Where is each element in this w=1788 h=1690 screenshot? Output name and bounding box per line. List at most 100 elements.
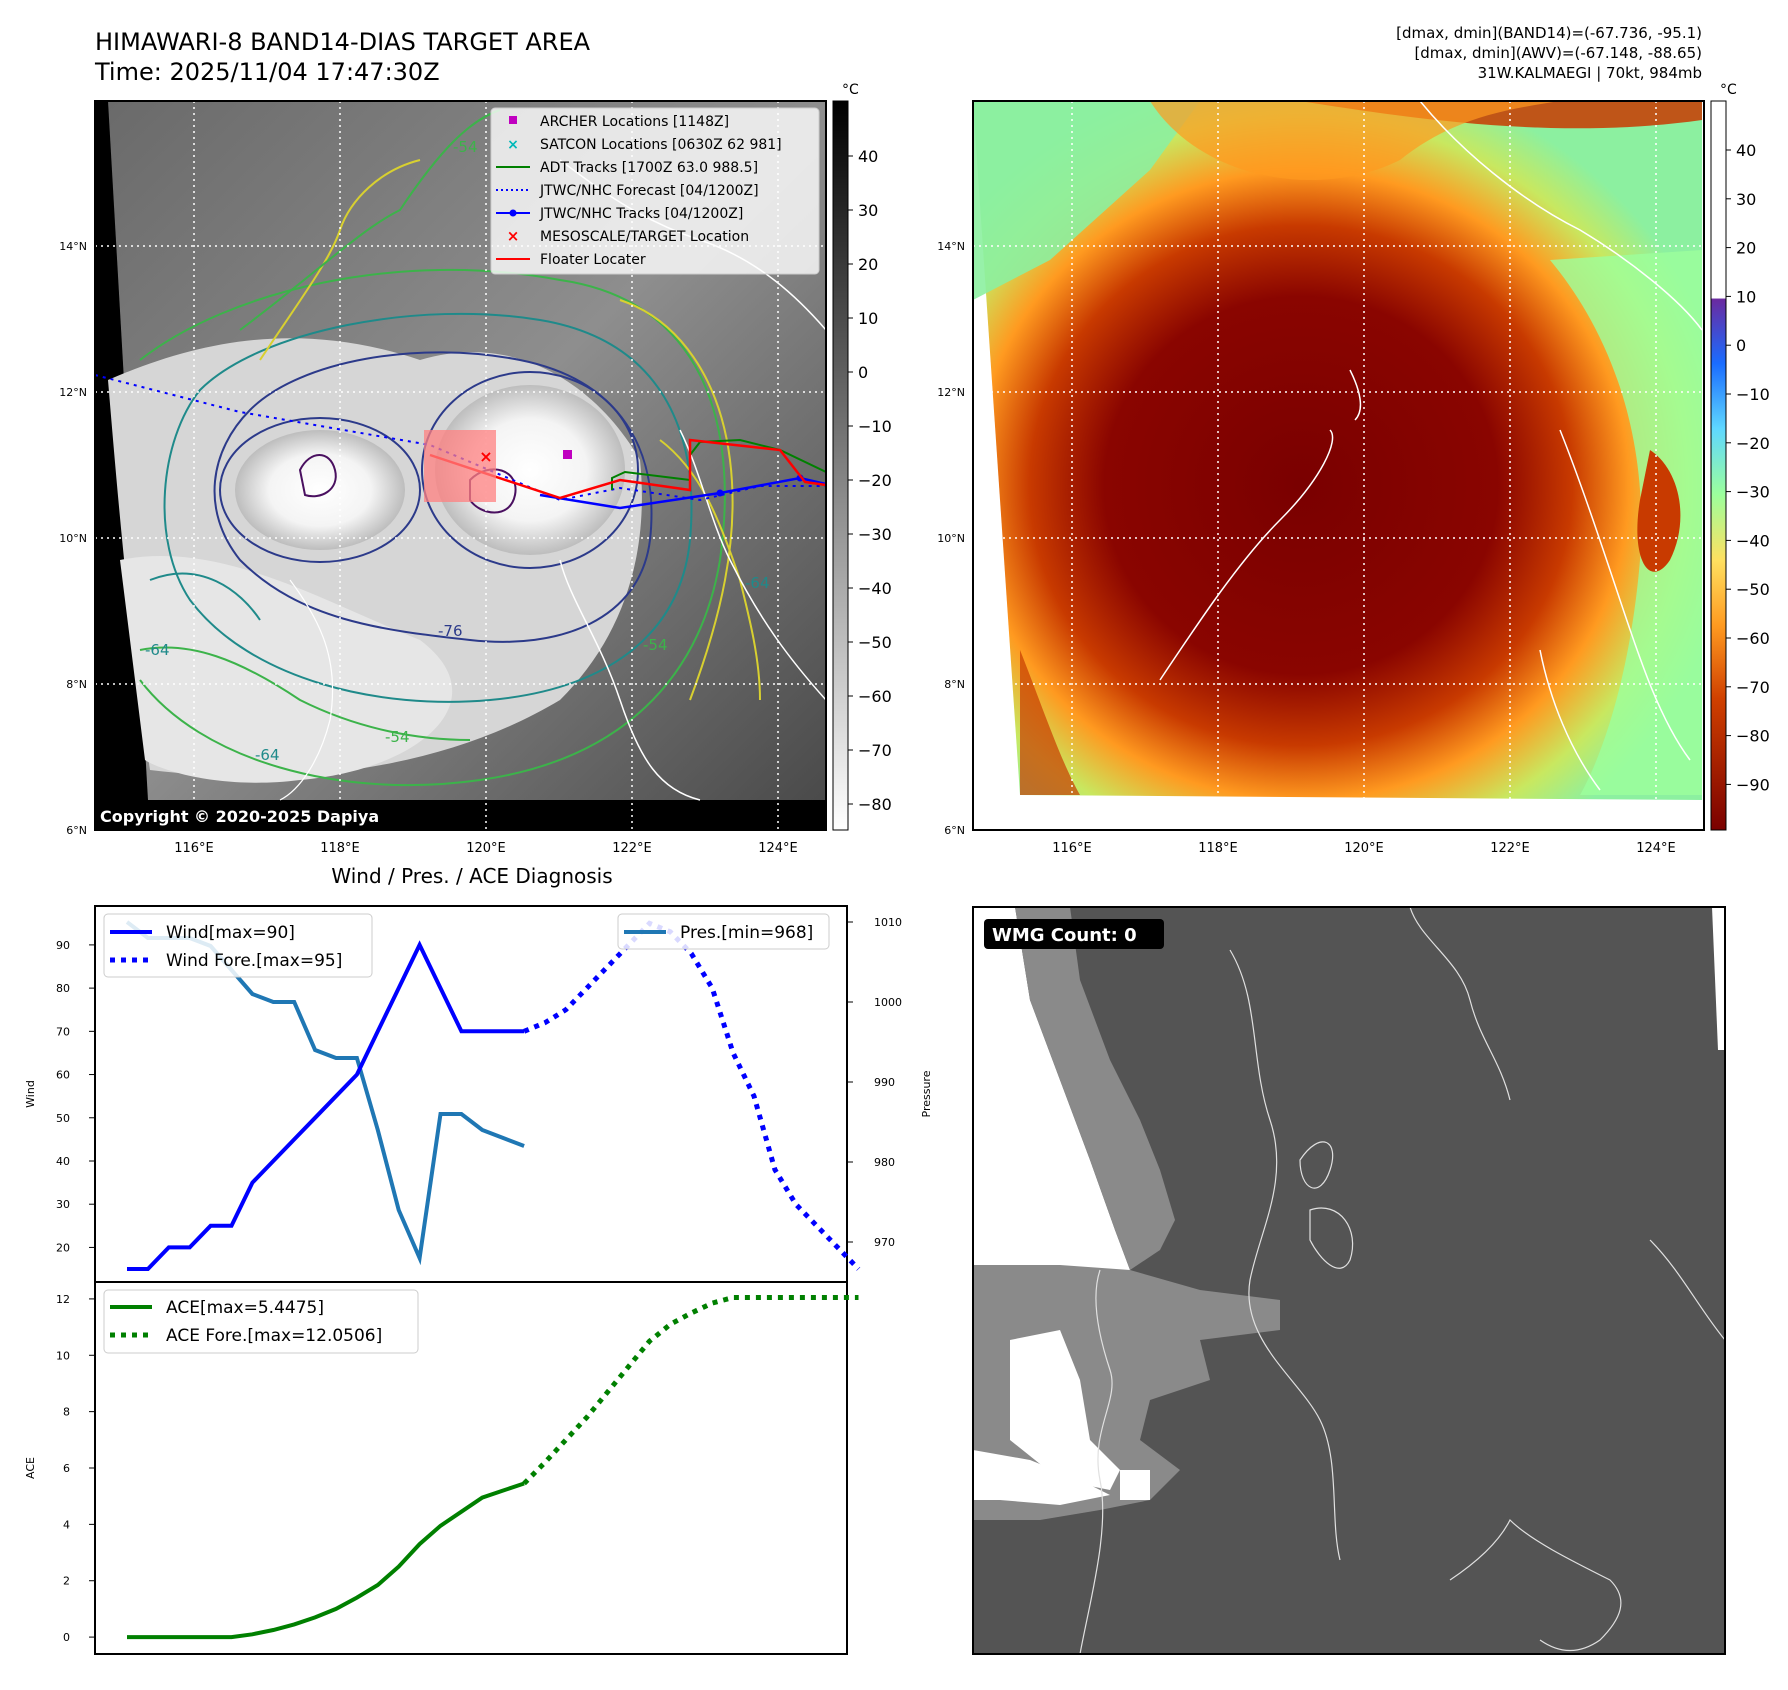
- wmg-panel: WMG Count: 0: [972, 906, 1726, 1655]
- ir-colorbar-tick-label: −60: [858, 687, 892, 706]
- svg-text:JTWC/NHC Forecast [04/1200Z]: JTWC/NHC Forecast [04/1200Z]: [539, 183, 759, 199]
- ir-colorbar-tick-label: −30: [858, 525, 892, 544]
- svg-text:JTWC/NHC Tracks [04/1200Z]: JTWC/NHC Tracks [04/1200Z]: [539, 206, 743, 222]
- floater-locater-line: [429, 438, 826, 500]
- mesoscale-target-marker: ×: [479, 447, 492, 466]
- ir-colorbar-tick-label: 10: [858, 309, 878, 328]
- series-ace-forecast-line: [522, 1295, 859, 1486]
- lat-label: 14°N: [59, 240, 87, 253]
- legend-ace: ACE[max=5.4475]: [166, 1298, 324, 1318]
- lat-label: 6°N: [66, 824, 87, 837]
- awv-colorbar-tick-label: −70: [1736, 678, 1770, 697]
- lat-label: 6°N: [944, 824, 965, 837]
- mesoscale-target-box: [424, 430, 496, 502]
- wind-legend: Wind[max=90] Wind Fore.[max=95]: [103, 913, 373, 978]
- contour-label: -64: [255, 746, 280, 764]
- lon-label: 120°E: [1344, 841, 1384, 856]
- wind-tick-label: 20: [56, 1241, 70, 1254]
- awv-colorbar-tick-label: 20: [1736, 239, 1756, 258]
- wmg-count-text: WMG Count: 0: [992, 925, 1137, 946]
- awv-colorbar-tick-label: −60: [1736, 629, 1770, 648]
- ir-lat-labels: 14°N 12°N 10°N 8°N 6°N: [59, 240, 87, 837]
- ir-colorbar-tick-label: −50: [858, 633, 892, 652]
- legend-item-floater: Floater Locater: [496, 252, 646, 268]
- legend-pressure: Pres.[min=968]: [680, 923, 813, 943]
- awv-colorbar-tick-label: 0: [1736, 336, 1746, 355]
- legend-wind-forecast: Wind Fore.[max=95]: [166, 951, 342, 971]
- legend-item-mesoscale: × MESOSCALE/TARGET Location: [507, 227, 749, 245]
- ace-tick-label: 4: [63, 1518, 70, 1531]
- wind-tick-label: 80: [56, 982, 70, 995]
- legend-item-adt: ADT Tracks [1700Z 63.0 988.5]: [496, 160, 758, 176]
- lat-label: 12°N: [59, 386, 87, 399]
- ace-tick-label: 0: [63, 1631, 70, 1644]
- ace-tick-label: 12: [56, 1293, 70, 1306]
- awv-map-frame: [972, 100, 1705, 831]
- awv-colorbar-tick-label: −40: [1736, 531, 1770, 550]
- pressure-y-ticks: 970 980 990 1000 1010: [847, 916, 902, 1249]
- awv-map-panel: 14°N 12°N 10°N 8°N 6°N 116°E 118°E 120°E…: [937, 82, 1770, 856]
- ir-map-frame: [94, 100, 827, 831]
- lon-label: 120°E: [466, 841, 506, 856]
- legend-item-archer: ARCHER Locations [1148Z]: [509, 114, 729, 130]
- wind-y-ticks: 20 30 40 50 60 70 80 90: [56, 939, 95, 1254]
- pressure-tick-label: 1010: [874, 916, 902, 929]
- legend-ace-forecast: ACE Fore.[max=12.0506]: [166, 1326, 382, 1346]
- awv-lon-labels: 116°E 118°E 120°E 122°E 124°E: [1052, 841, 1676, 856]
- wind-tick-label: 50: [56, 1112, 70, 1125]
- awv-colorbar-tick-label: 10: [1736, 287, 1756, 306]
- svg-text:×: ×: [507, 137, 519, 153]
- pressure-axis-label: Pressure: [920, 1070, 933, 1117]
- awv-colorbar-tick-label: 40: [1736, 141, 1756, 160]
- ir-map-panel: × -64 -76 -64 -54 -54 -54 -64 ARCHER Loc…: [59, 82, 892, 856]
- legend-item-satcon: × SATCON Locations [0630Z 62 981]: [507, 137, 781, 153]
- awv-colorbar-tick-label: −20: [1736, 434, 1770, 453]
- lon-label: 118°E: [1198, 841, 1238, 856]
- stat-awv: [dmax, dmin](AWV)=(-67.148, -88.65): [1414, 44, 1702, 62]
- awv-colorbar-tick-label: −80: [1736, 727, 1770, 746]
- ace-chart: 0 2 4 6 8 10 12 ACE ACE[max=5.4475] ACE Fore.[…: [24, 1281, 859, 1655]
- series-wind-forecast-line: [523, 920, 861, 1271]
- copyright-text: Copyright © 2020-2025 Dapiya: [100, 807, 379, 826]
- awv-gridlines: [973, 101, 1702, 830]
- contour-label: -54: [453, 138, 478, 156]
- wind-tick-label: 40: [56, 1155, 70, 1168]
- ir-colorbar-tick-label: −10: [858, 417, 892, 436]
- ir-colorbar-tick-label: 40: [858, 147, 878, 166]
- svg-text:ARCHER Locations [1148Z]: ARCHER Locations [1148Z]: [540, 114, 729, 130]
- ir-colorbar-tick-label: −80: [858, 795, 892, 814]
- awv-colorbar: °C 40 30 20 10 0 −10 −20 −30 −40 −50 −60 −70 −80 −90: [1710, 82, 1770, 831]
- lat-label: 8°N: [944, 678, 965, 691]
- contour-label: -54: [643, 636, 668, 654]
- awv-colorbar-tick-label: −50: [1736, 580, 1770, 599]
- ace-tick-label: 10: [56, 1349, 70, 1362]
- stat-storm: 31W.KALMAEGI | 70kt, 984mb: [1478, 64, 1702, 82]
- stat-band14: [dmax, dmin](BAND14)=(-67.736, -95.1): [1396, 24, 1702, 42]
- lat-label: 10°N: [937, 532, 965, 545]
- contour-label: -54: [385, 728, 410, 746]
- contour-label: -76: [438, 622, 463, 640]
- wmg-frame: [972, 906, 1726, 1655]
- awv-imagery: [973, 101, 1704, 830]
- ace-tick-label: 6: [63, 1462, 70, 1475]
- ace-tick-label: 2: [63, 1575, 70, 1588]
- figure-time: Time: 2025/11/04 17:47:30Z: [94, 58, 440, 86]
- wind-tick-label: 70: [56, 1025, 70, 1038]
- wmg-count-badge: [984, 919, 1164, 949]
- svg-text:×: ×: [507, 227, 520, 245]
- series-wind-line: [127, 940, 525, 1271]
- pressure-tick-label: 980: [874, 1156, 895, 1169]
- ace-axis-label: ACE: [24, 1457, 37, 1479]
- diagnosis-title: Wind / Pres. / ACE Diagnosis: [331, 864, 612, 888]
- ir-colorbar-tick-label: 20: [858, 255, 878, 274]
- awv-colorbar-tick-label: −30: [1736, 483, 1770, 502]
- ir-colorbar-tick-label: −70: [858, 741, 892, 760]
- ir-colorbar-tick-label: −20: [858, 471, 892, 490]
- ace-y-ticks: 0 2 4 6 8 10 12: [56, 1293, 95, 1644]
- contour-label: -64: [145, 641, 170, 659]
- legend-wind: Wind[max=90]: [166, 923, 295, 943]
- lon-label: 116°E: [174, 841, 214, 856]
- svg-text:SATCON Locations [0630Z 62 981: SATCON Locations [0630Z 62 981]: [540, 137, 782, 153]
- pressure-legend: Pres.[min=968]: [617, 913, 830, 950]
- ir-lon-labels: 116°E 118°E 120°E 122°E 124°E: [174, 841, 798, 856]
